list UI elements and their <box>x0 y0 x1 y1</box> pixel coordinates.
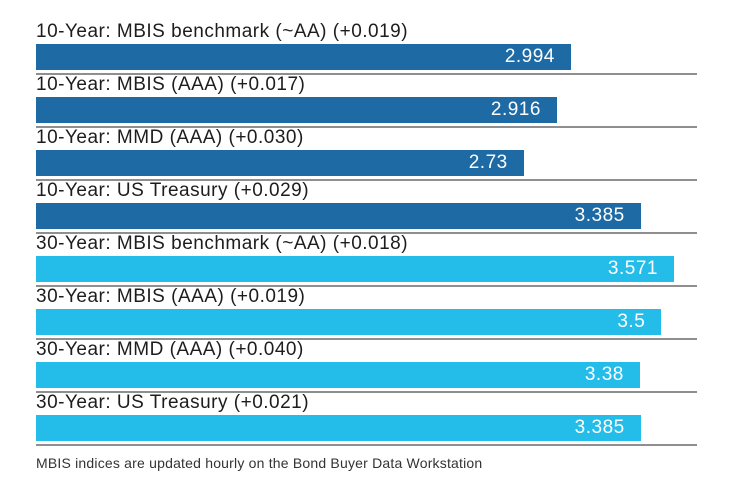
bar-label: 30-Year: US Treasury (+0.021) <box>36 392 310 413</box>
bar-label: 10-Year: MMD (AAA) (+0.030) <box>36 127 304 148</box>
bar: 3.571 <box>36 256 674 282</box>
bar-value: 3.5 <box>617 311 646 332</box>
bar-label: 30-Year: MBIS (AAA) (+0.019) <box>36 286 306 307</box>
bar-label: 10-Year: US Treasury (+0.029) <box>36 180 310 201</box>
chart-row: 10-Year: MMD (AAA) (+0.030) 2.73 <box>36 128 697 181</box>
bar-chart-rows: 10-Year: MBIS benchmark (~AA) (+0.019) 2… <box>36 22 697 446</box>
chart-row: 30-Year: MBIS benchmark (~AA) (+0.018) 3… <box>36 234 697 287</box>
bar: 3.5 <box>36 309 662 335</box>
bar-label: 10-Year: MBIS (AAA) (+0.017) <box>36 74 306 95</box>
bar-value: 2.916 <box>490 99 541 120</box>
bar-value: 3.38 <box>584 364 624 385</box>
bar: 2.73 <box>36 150 524 176</box>
bar: 2.916 <box>36 97 557 123</box>
bar-value: 2.994 <box>504 46 555 67</box>
chart-row: 10-Year: MBIS (AAA) (+0.017) 2.916 <box>36 75 697 128</box>
yield-bar-chart: 10-Year: MBIS benchmark (~AA) (+0.019) 2… <box>36 22 697 471</box>
bar-label: 10-Year: MBIS benchmark (~AA) (+0.019) <box>36 21 409 42</box>
bar-value: 3.385 <box>574 417 625 438</box>
chart-footnote: MBIS indices are updated hourly on the B… <box>36 455 483 471</box>
chart-row: 30-Year: US Treasury (+0.021) 3.385 <box>36 393 697 446</box>
chart-row: 10-Year: US Treasury (+0.029) 3.385 <box>36 181 697 234</box>
bar-label: 30-Year: MMD (AAA) (+0.040) <box>36 339 304 360</box>
bar-value: 3.385 <box>574 205 625 226</box>
bar-value: 2.73 <box>468 152 508 173</box>
chart-row: 30-Year: MBIS (AAA) (+0.019) 3.5 <box>36 287 697 340</box>
bar: 3.385 <box>36 415 641 441</box>
bar-value: 3.571 <box>607 258 658 279</box>
bar: 3.385 <box>36 203 641 229</box>
bar-label: 30-Year: MBIS benchmark (~AA) (+0.018) <box>36 233 409 254</box>
chart-row: 30-Year: MMD (AAA) (+0.040) 3.38 <box>36 340 697 393</box>
bar: 3.38 <box>36 362 640 388</box>
bar: 2.994 <box>36 44 571 70</box>
chart-row: 10-Year: MBIS benchmark (~AA) (+0.019) 2… <box>36 22 697 75</box>
